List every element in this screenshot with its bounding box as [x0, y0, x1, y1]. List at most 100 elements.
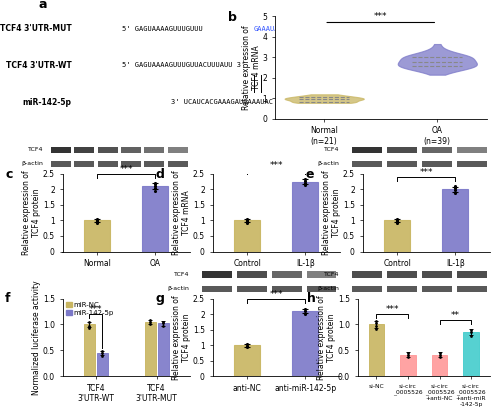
Bar: [387, 272, 416, 278]
Point: [244, 219, 252, 226]
Text: c: c: [5, 168, 12, 181]
Bar: [158, 324, 168, 376]
Bar: [84, 324, 95, 376]
Bar: [74, 161, 94, 168]
Text: e: e: [305, 168, 314, 181]
Point: [98, 352, 106, 359]
Bar: [352, 147, 382, 153]
Point: [394, 219, 402, 226]
Point: [372, 325, 380, 332]
Bar: [387, 286, 416, 292]
Point: [301, 311, 309, 317]
Bar: [422, 161, 452, 168]
Text: f: f: [5, 292, 10, 306]
Point: [451, 190, 459, 196]
Text: ***: ***: [270, 290, 283, 299]
Text: 5' GAGUAAAAGUUUGUUU: 5' GAGUAAAAGUUUGUUU: [122, 26, 203, 31]
Point: [436, 354, 444, 360]
Bar: [387, 147, 416, 153]
Text: ***: ***: [270, 161, 283, 170]
Bar: [98, 147, 117, 153]
Text: **: **: [451, 311, 460, 320]
Bar: [168, 147, 188, 153]
Point: [146, 317, 154, 323]
Point: [244, 344, 252, 351]
Point: [244, 216, 252, 223]
Point: [451, 184, 459, 191]
Y-axis label: Relative expression of
TCF4 protein: Relative expression of TCF4 protein: [317, 295, 336, 380]
Point: [467, 333, 475, 339]
Text: GAAAUAU: GAAAUAU: [254, 26, 284, 31]
Bar: [384, 220, 410, 252]
Bar: [202, 272, 232, 278]
Text: 3' UCAUCACGAAAGAUGAAAUAC 5': 3' UCAUCACGAAAGAUGAAAUAC 5': [170, 99, 285, 105]
Point: [146, 319, 154, 325]
Bar: [457, 161, 486, 168]
Text: 5' GAGUAAAAGUUUGUUACUUUAUU 3': 5' GAGUAAAAGUUUGUUACUUUAUU 3': [122, 63, 245, 68]
Bar: [168, 161, 188, 168]
Point: [146, 321, 154, 328]
Text: h: h: [307, 292, 316, 306]
Text: β-actin: β-actin: [21, 162, 43, 166]
Bar: [352, 272, 382, 278]
Point: [244, 343, 252, 349]
Point: [151, 179, 159, 186]
Point: [436, 350, 444, 356]
Text: ***: ***: [386, 305, 399, 314]
Bar: [306, 286, 336, 292]
Bar: [51, 147, 71, 153]
Point: [451, 182, 459, 189]
Bar: [234, 345, 260, 376]
Text: β-actin: β-actin: [168, 286, 190, 291]
Bar: [144, 161, 165, 168]
Point: [151, 188, 159, 194]
Point: [244, 218, 252, 225]
Point: [94, 220, 102, 226]
Y-axis label: Normalized luciferase activity: Normalized luciferase activity: [32, 280, 42, 395]
Point: [301, 176, 309, 182]
Text: β-actin: β-actin: [318, 286, 340, 291]
Point: [98, 350, 106, 357]
Bar: [84, 220, 110, 252]
Bar: [457, 147, 486, 153]
Point: [467, 326, 475, 333]
Text: TCF4: TCF4: [28, 147, 43, 152]
Point: [94, 216, 102, 222]
Y-axis label: Relative expression of
TCF4 protein: Relative expression of TCF4 protein: [172, 295, 192, 380]
Point: [301, 308, 309, 314]
Point: [436, 352, 444, 358]
Point: [86, 322, 94, 329]
Point: [451, 187, 459, 193]
Bar: [352, 286, 382, 292]
Bar: [144, 322, 156, 376]
Bar: [51, 161, 71, 168]
Bar: [400, 355, 416, 376]
Point: [244, 340, 252, 347]
Point: [301, 178, 309, 184]
Bar: [202, 286, 232, 292]
Text: TCF4 3'UTR-MUT: TCF4 3'UTR-MUT: [0, 24, 72, 33]
Point: [151, 180, 159, 187]
Bar: [272, 286, 302, 292]
Text: a: a: [38, 0, 47, 11]
Text: ***: ***: [120, 165, 133, 174]
Text: ***: ***: [374, 12, 388, 21]
Bar: [457, 272, 486, 278]
Bar: [457, 286, 486, 292]
Text: ***: ***: [89, 305, 102, 314]
Bar: [368, 324, 384, 376]
Point: [151, 182, 159, 189]
Bar: [463, 332, 479, 376]
Bar: [292, 182, 318, 252]
Point: [404, 350, 412, 356]
Point: [372, 317, 380, 324]
Bar: [121, 147, 141, 153]
Point: [372, 320, 380, 327]
Point: [394, 215, 402, 222]
Point: [404, 352, 412, 358]
Y-axis label: Relative expression of
TCF4 protein: Relative expression of TCF4 protein: [322, 171, 342, 255]
Bar: [142, 186, 169, 252]
Bar: [442, 189, 468, 252]
Point: [94, 218, 102, 225]
Point: [159, 319, 167, 325]
